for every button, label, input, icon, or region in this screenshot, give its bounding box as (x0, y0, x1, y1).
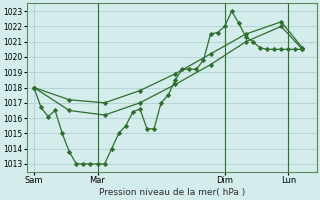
X-axis label: Pression niveau de la mer( hPa ): Pression niveau de la mer( hPa ) (99, 188, 245, 197)
